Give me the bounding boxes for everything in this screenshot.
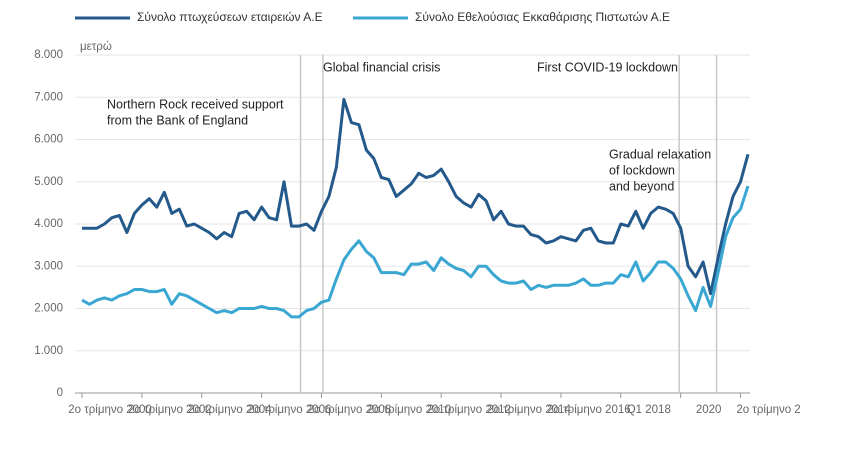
- x-tick-label: 2ο τρίμηνο 2016: [547, 404, 631, 416]
- x-tick-label: Q1 2018: [627, 404, 671, 416]
- annotation-text: and beyond: [609, 179, 674, 193]
- annotation-text: Northern Rock received support: [107, 97, 284, 111]
- y-tick-label: 0: [57, 387, 63, 399]
- y-tick-label: 5.000: [34, 176, 63, 188]
- x-tick-label: 2ο τρίμηνο 2004: [188, 404, 272, 416]
- y-tick-label: 2.000: [34, 303, 63, 315]
- x-tick-label: 2ο τρίμηνο 2010: [368, 404, 452, 416]
- x-tick-label: 2ο τρίμηνο 2008: [308, 404, 392, 416]
- annotation-text: First COVID-19 lockdown: [537, 60, 678, 74]
- x-tick-label: 2020: [696, 404, 722, 416]
- series-line: [81, 185, 750, 319]
- y-tick-label: 8.000: [34, 49, 63, 61]
- x-tick-label: 2ο τρίμηνο 2002: [128, 404, 212, 416]
- y-tick-label: 6.000: [34, 134, 63, 146]
- y-tick-label: 7.000: [34, 91, 63, 103]
- annotation-text: of lockdown: [609, 163, 675, 177]
- annotation-text: Global financial crisis: [323, 60, 440, 74]
- legend-label: Σύνολο πτωχεύσεων εταιρειών Α.Ε: [137, 10, 323, 24]
- unit-label: μετρώ: [80, 41, 112, 53]
- y-tick-label: 1.000: [34, 345, 63, 357]
- x-tick-label: 2ο τρίμηνο 2014: [487, 404, 571, 416]
- annotation-text: from the Bank of England: [107, 113, 248, 127]
- annotation-text: Gradual relaxation: [609, 147, 711, 161]
- x-tick-label: 2ο τρίμηνο 2000: [68, 404, 152, 416]
- legend-label: Σύνολο Εθελούσιας Εκκαθάρισης Πιστωτών Α…: [415, 10, 670, 24]
- x-tick-label: 2ο τρίμηνο 2012: [427, 404, 511, 416]
- x-tick-label: 2ο τρίμηνο 2006: [248, 404, 332, 416]
- series-line: [82, 97, 750, 296]
- x-tick-label: 2ο τρίμηνο 2: [736, 404, 800, 416]
- y-tick-label: 3.000: [34, 260, 63, 272]
- y-tick-label: 4.000: [34, 218, 63, 230]
